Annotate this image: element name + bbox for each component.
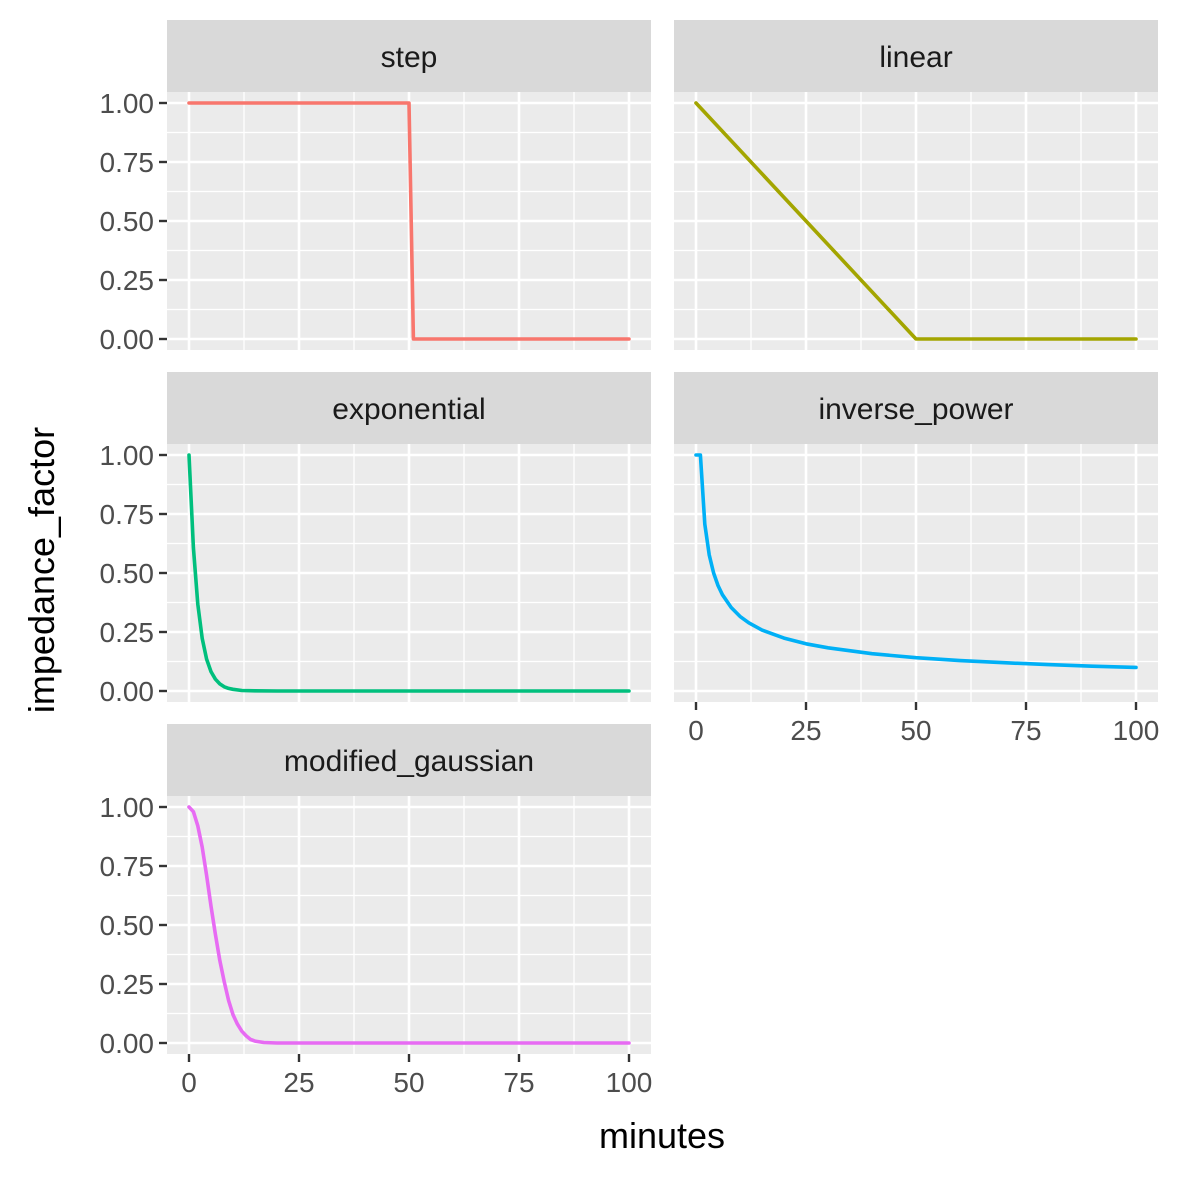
y-tick-label: 1.00	[100, 440, 155, 471]
facet-strip	[674, 372, 1158, 444]
facet-panel-linear: linear	[674, 20, 1158, 350]
facet-strip	[167, 724, 651, 796]
facet-panel-inverse_power: inverse_power 0 25 50 75 100	[674, 372, 1159, 746]
facet-strip-label: linear	[879, 41, 952, 74]
y-tick-label: 0.75	[100, 147, 155, 178]
x-tick-label: 25	[790, 715, 821, 746]
facet-strip-label: step	[381, 41, 438, 74]
y-tick-label: 0.00	[100, 324, 155, 355]
y-tick-label: 0.75	[100, 499, 155, 530]
series-line-modified_gaussian	[187, 805, 631, 1045]
series-line-step	[187, 101, 631, 341]
series-line-linear	[694, 101, 1138, 341]
facet-strip-label: inverse_power	[818, 393, 1013, 426]
facet-strip	[167, 20, 651, 92]
y-tick-label: 0.50	[100, 558, 155, 589]
x-tick-label: 0	[688, 715, 704, 746]
y-tick-label: 0.25	[100, 265, 155, 296]
x-tick-label: 100	[1113, 715, 1160, 746]
x-tick-label: 75	[503, 1067, 534, 1098]
y-tick-label: 0.25	[100, 969, 155, 1000]
x-tick-label: 0	[181, 1067, 197, 1098]
facet-strip-label: modified_gaussian	[284, 745, 534, 778]
y-tick-label: 1.00	[100, 792, 155, 823]
facet-strip-label: exponential	[332, 393, 485, 426]
series-line-exponential	[187, 453, 631, 693]
y-axis-title: impedance_factor	[21, 427, 62, 713]
y-tick-label: 0.00	[100, 676, 155, 707]
x-tick-label: 50	[900, 715, 931, 746]
y-tick-label: 0.50	[100, 910, 155, 941]
x-tick-label: 100	[606, 1067, 653, 1098]
x-tick-label: 50	[393, 1067, 424, 1098]
facet-panel-modified_gaussian: modified_gaussian 0.00 0.25 0.50 0.75 1.00 0 25…	[100, 724, 653, 1098]
y-tick-label: 1.00	[100, 88, 155, 119]
y-tick-label: 0.00	[100, 1028, 155, 1059]
y-tick-label: 0.25	[100, 617, 155, 648]
series-line-inverse_power	[694, 453, 1138, 670]
facet-panel-exponential: exponential 0.00 0.25 0.50 0.75 1.00	[100, 372, 651, 707]
x-axis-title: minutes	[599, 1115, 725, 1156]
facet-panel-step: step 0.00 0.25 0.50 0.75 1.00	[100, 20, 651, 355]
facet-strip	[167, 372, 651, 444]
x-tick-label: 25	[283, 1067, 314, 1098]
facet-strip	[674, 20, 1158, 92]
y-tick-label: 0.50	[100, 206, 155, 237]
x-tick-label: 75	[1010, 715, 1041, 746]
y-tick-label: 0.75	[100, 851, 155, 882]
